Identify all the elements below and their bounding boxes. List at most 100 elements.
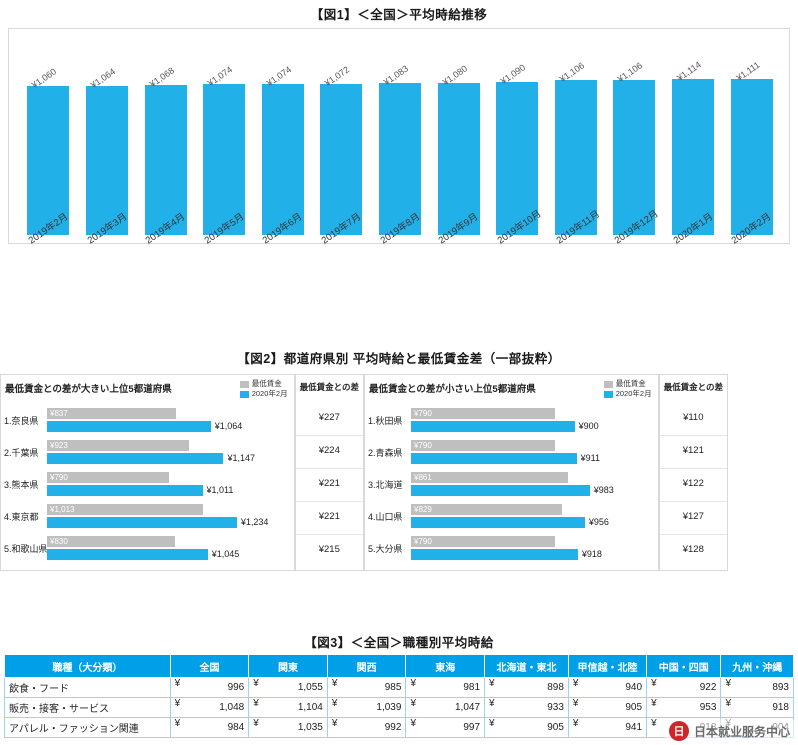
figure-2-prefecture-label: 5.和歌山県 xyxy=(4,544,48,554)
figure-2-min-wage-bar: ¥1,013 xyxy=(47,504,203,515)
smallest-gap-legend: 最低賃金 2020年2月 xyxy=(603,379,652,399)
table-cell-wage: ¥933 xyxy=(484,697,569,718)
figure-2-diff-value: ¥110 xyxy=(683,412,704,423)
figure-2-current-wage-bar: ¥1,064 xyxy=(47,421,242,432)
figure-2-bar-group: ¥790 ¥900 xyxy=(411,408,611,434)
table-cell-wage: ¥922 xyxy=(646,677,722,698)
table-cell-wage: ¥985 xyxy=(326,677,407,698)
figure-2-bar-group: ¥830 ¥1,045 xyxy=(47,536,247,562)
legend-swatch-min-wage-2-icon xyxy=(603,380,613,388)
figure-2-min-wage-bar: ¥790 xyxy=(411,440,555,451)
figure-1-chart-area: ¥1,060 ¥1,064 ¥1,068 ¥1,074 ¥1,074 ¥1,072 ¥1,0… xyxy=(8,28,790,246)
figure-1-plot: ¥1,060 ¥1,064 ¥1,068 ¥1,074 ¥1,074 ¥1,072 ¥1,0… xyxy=(19,39,781,235)
figure-2-row: 3.北海道 ¥861 ¥983 xyxy=(365,469,658,501)
largest-gap-diff-values: ¥227 ¥224 ¥221 ¥221 ¥215 xyxy=(295,403,363,567)
figure-1-bar xyxy=(437,83,480,235)
yen-symbol-icon: ¥ xyxy=(331,678,338,689)
figure-2-min-wage-value: ¥837 xyxy=(50,409,68,418)
yen-symbol-icon: ¥ xyxy=(253,698,259,709)
figure-2-current-wage-bar: ¥911 xyxy=(411,453,600,464)
figure-2-diff-row: ¥122 xyxy=(659,469,727,502)
figure-3-title: 【図3】＜全国＞職種別平均時給 xyxy=(304,636,494,650)
yen-symbol-icon: ¥ xyxy=(253,678,259,689)
legend-current-2: 2020年2月 xyxy=(603,389,652,399)
table-cell-wage: ¥1,039 xyxy=(326,697,407,718)
figure-2-diff-value: ¥215 xyxy=(318,544,340,555)
largest-gap-legend: 最低賃金 2020年2月 xyxy=(239,379,288,399)
figure-2-diff-value: ¥122 xyxy=(682,478,704,489)
yen-symbol-icon: ¥ xyxy=(489,698,495,709)
table-column-header: 甲信越・北陸 xyxy=(567,654,648,678)
yen-symbol-icon: ¥ xyxy=(651,678,657,689)
table-cell-wage: ¥984 xyxy=(169,717,250,738)
yen-symbol-icon: ¥ xyxy=(725,698,731,709)
figure-1-title: 【図1】＜全国＞平均時給推移 xyxy=(310,8,488,22)
table-cell-wage: ¥1,035 xyxy=(248,717,328,738)
figure-2-min-wage-bar: ¥837 xyxy=(47,408,176,419)
figure-2-min-wage-bar: ¥790 xyxy=(411,536,555,547)
figure-2-row: 4.東京都 ¥1,013 ¥1,234 xyxy=(1,501,294,533)
table-header-row: 職種（大分類） 全国 関東 関西 東海 北海道・東北 甲信越・北陸 中国・四国 九州・沖縄 xyxy=(4,654,794,678)
legend-swatch-current-2-icon xyxy=(603,390,613,398)
figure-2-current-wage-value: ¥956 xyxy=(588,517,609,527)
table-column-header: 職種（大分類） xyxy=(4,654,171,678)
yen-symbol-icon: ¥ xyxy=(253,718,259,729)
table-row: 飲食・フード ¥996 ¥1,055 ¥985 ¥981 ¥898 ¥940 ¥922 ¥893 xyxy=(4,677,794,698)
figure-1-bar xyxy=(672,78,715,235)
yen-symbol-icon: ¥ xyxy=(331,718,338,729)
table-cell-wage: ¥1,055 xyxy=(248,677,328,698)
table-cell-wage: ¥996 xyxy=(169,677,250,698)
largest-gap-header: 最低賃金との差が大きい上位5都道府県 xyxy=(5,384,172,395)
smallest-gap-rows: 1.秋田県 ¥790 ¥900 2.青森県 ¥790 ¥911 3.北海道 ¥861 ¥983 4… xyxy=(365,405,658,565)
table-cell-category: 飲食・フード xyxy=(4,677,171,698)
figure-1-bar xyxy=(320,84,363,235)
legend-min-wage: 最低賃金 xyxy=(239,379,288,389)
legend-label-min-wage-2: 最低賃金 xyxy=(615,379,646,388)
figure-2-current-wage-value: ¥1,045 xyxy=(211,549,240,559)
figure-1-bar-column: ¥1,074 xyxy=(256,64,310,235)
figure-1-bar xyxy=(730,78,773,235)
watermark: 日 日本就业服务中心 xyxy=(664,719,794,743)
figure-2-current-wage-value: ¥911 xyxy=(580,453,600,463)
figure-2-diff-value: ¥227 xyxy=(318,412,340,423)
table-cell-wage: ¥940 xyxy=(567,677,648,698)
table-cell-wage: ¥905 xyxy=(567,697,648,718)
figure-2-prefecture-label: 2.千葉県 xyxy=(4,448,39,458)
figure-1-bar-column: ¥1,072 xyxy=(314,65,368,235)
yen-symbol-icon: ¥ xyxy=(174,718,181,729)
yen-symbol-icon: ¥ xyxy=(651,718,657,729)
figure-2-min-wage-bar: ¥790 xyxy=(411,408,555,419)
figure-2-prefecture-label: 1.秋田県 xyxy=(368,416,403,426)
figure-1-x-axis-labels: 2019年2月 2019年3月 2019年4月 2019年5月 2019年6月 2019年… xyxy=(19,208,781,295)
figure-2-diff-value: ¥224 xyxy=(318,445,340,456)
figure-2-smallest-gap-diff-column: 最低賃金との差 ¥110 ¥121 ¥122 ¥127 ¥128 xyxy=(658,374,728,571)
figure-2-current-wage-value: ¥1,234 xyxy=(240,517,269,527)
yen-symbol-icon: ¥ xyxy=(410,718,416,729)
figure-2-diff-row: ¥128 xyxy=(660,535,727,567)
figure-2-row: 5.大分県 ¥790 ¥918 xyxy=(365,533,658,565)
figure-2: 【図2】都道府県別 平均時給と最低賃金差（一部抜粋） 最低賃金との差が大きい上位… xyxy=(0,348,798,571)
figure-2-current-wage-bar: ¥1,045 xyxy=(47,549,239,560)
smallest-gap-diff-values: ¥110 ¥121 ¥122 ¥127 ¥128 xyxy=(659,403,727,567)
smallest-gap-diff-header: 最低賃金との差 xyxy=(663,382,723,392)
figure-2-min-wage-bar: ¥861 xyxy=(411,472,568,483)
figure-2-diff-value: ¥127 xyxy=(682,511,704,522)
yen-symbol-icon: ¥ xyxy=(651,698,657,709)
figure-1-bar-column: ¥1,083 xyxy=(373,63,427,235)
figure-1-bar-column: ¥1,068 xyxy=(139,65,193,235)
yen-symbol-icon: ¥ xyxy=(572,678,579,689)
figure-2-current-wage-bar: ¥900 xyxy=(411,421,599,432)
figure-2-diff-value: ¥221 xyxy=(318,478,340,489)
figure-1-bar-column: ¥1,106 xyxy=(607,60,661,235)
figure-2-panels: 最低賃金との差が大きい上位5都道府県 最低賃金 2020年2月 1.奈良県 ¥83… xyxy=(0,374,728,571)
job-category-wage-table: 職種（大分類） 全国 関東 関西 東海 北海道・東北 甲信越・北陸 中国・四国 九州・沖縄 飲食… xyxy=(4,654,794,738)
figure-2-diff-row: ¥221 xyxy=(295,469,363,502)
table-column-header: 全国 xyxy=(169,654,250,678)
figure-2-row: 5.和歌山県 ¥830 ¥1,045 xyxy=(1,533,294,565)
figure-1-bar-column: ¥1,111 xyxy=(725,60,779,235)
table-row: アパレル・ファッション関連 ¥984 ¥1,035 ¥992 ¥997 ¥905 ¥941 ¥… xyxy=(4,717,794,738)
table-cell-wage: ¥997 xyxy=(405,717,486,738)
table-cell-category: 販売・接客・サービス xyxy=(4,697,171,718)
figure-2-current-wage-bar: ¥918 xyxy=(411,549,602,560)
table-row: 販売・接客・サービス ¥1,048 ¥1,104 ¥1,039 ¥1,047 ¥933 ¥9… xyxy=(4,697,794,718)
